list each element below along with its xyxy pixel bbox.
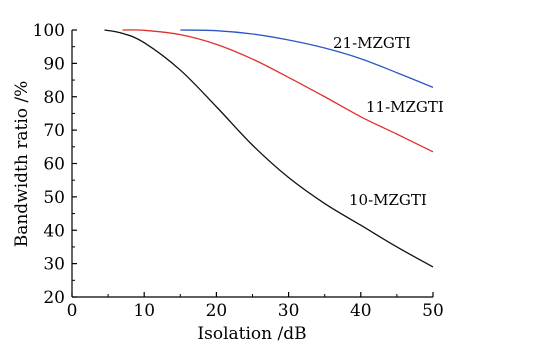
y-tick-label: 50 xyxy=(43,188,65,208)
x-tick-label: 30 xyxy=(278,301,300,321)
y-axis-ticks: 20 30 40 50 60 70 80 90 100 xyxy=(33,21,77,308)
series-lines xyxy=(104,29,434,268)
series-line-11-mzgti xyxy=(122,29,434,153)
y-tick-label: 60 xyxy=(43,155,65,175)
plot-frame xyxy=(71,30,433,298)
series-label-21-mzgti: 21-MZGTI xyxy=(333,34,411,52)
x-axis-title: Isolation /dB xyxy=(197,324,306,344)
y-tick-label: 30 xyxy=(43,255,65,275)
y-tick-label: 20 xyxy=(43,288,65,308)
series-label-10-mzgti: 10-MZGTI xyxy=(349,191,427,209)
y-tick-label: 90 xyxy=(43,54,65,74)
series-line-21-mzgti xyxy=(180,29,434,89)
x-tick-label: 20 xyxy=(206,301,228,321)
x-tick-label: 50 xyxy=(422,301,444,321)
x-tick-label: 0 xyxy=(67,301,78,321)
y-tick-label: 100 xyxy=(33,21,65,41)
series-line-10-mzgti xyxy=(104,29,434,268)
x-tick-label: 40 xyxy=(350,301,372,321)
series-label-11-mzgti: 11-MZGTI xyxy=(366,98,444,116)
y-tick-label: 40 xyxy=(43,221,65,241)
x-axis-ticks: 0 10 20 30 40 50 xyxy=(67,292,444,321)
x-tick-label: 10 xyxy=(133,301,155,321)
y-axis-title: Bandwidth ratio /% xyxy=(12,81,32,248)
y-tick-label: 80 xyxy=(43,88,65,108)
y-tick-label: 70 xyxy=(43,121,65,141)
